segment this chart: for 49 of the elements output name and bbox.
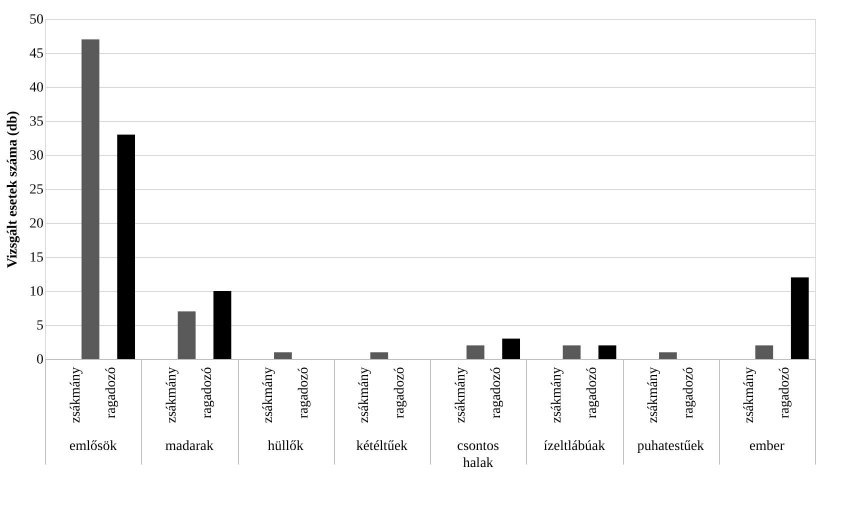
bar <box>178 311 196 359</box>
x-tick-label: emlősök <box>69 439 117 454</box>
text: ragadozó <box>200 367 216 418</box>
text: zsákmány <box>646 367 661 423</box>
text: ragadozó <box>778 367 793 418</box>
text: ragadozó <box>392 367 408 418</box>
bar <box>755 345 774 359</box>
y-tick-label: 30 <box>30 148 44 164</box>
x-tick-label: ízeltlábúak <box>544 439 606 454</box>
text: zsákmány <box>742 367 758 423</box>
x-tick-label: ember <box>749 439 785 454</box>
text: zsákmány <box>357 367 372 423</box>
y-axis-title: Vizsgált esetek száma (db) <box>6 110 20 268</box>
bar <box>370 352 388 359</box>
bar <box>659 352 677 359</box>
y-tick-label: 15 <box>30 250 44 266</box>
y-tick-label: 45 <box>30 46 44 62</box>
text: ragadozó <box>585 367 600 418</box>
text: zsákmány <box>453 367 468 423</box>
y-tick-label: 10 <box>30 284 44 300</box>
y-tick-label: 25 <box>30 182 44 198</box>
bar <box>466 345 484 359</box>
x-tick-label: hüllők <box>268 439 304 454</box>
bar <box>598 345 616 359</box>
text: zsákmány <box>550 367 565 423</box>
x-tick-label: csontos halak <box>457 439 500 471</box>
y-tick-label: 5 <box>36 318 44 334</box>
x-tick-label: puhatestűek <box>637 439 704 454</box>
bar <box>562 345 581 359</box>
text: ragadozó <box>681 367 696 418</box>
bar <box>274 352 292 359</box>
bar <box>117 134 136 359</box>
x-tick-label: madarak <box>165 439 214 454</box>
y-tick-label: 50 <box>30 12 44 28</box>
bar <box>82 39 100 359</box>
text: ragadozó <box>104 367 119 418</box>
y-tick-label: 35 <box>30 114 44 130</box>
text: ragadozó <box>488 367 504 418</box>
bar <box>790 277 809 359</box>
text: ragadozó <box>296 367 312 418</box>
bar <box>213 291 232 359</box>
y-tick-label: 40 <box>30 80 44 96</box>
text: zsákmány <box>260 367 276 423</box>
y-tick-label: 0 <box>36 352 44 368</box>
text: zsákmány <box>68 367 84 423</box>
bar <box>502 338 520 359</box>
y-tick-label: 20 <box>30 216 44 232</box>
x-tick-label: kétéltűek <box>356 439 408 454</box>
text: zsákmány <box>164 367 180 423</box>
